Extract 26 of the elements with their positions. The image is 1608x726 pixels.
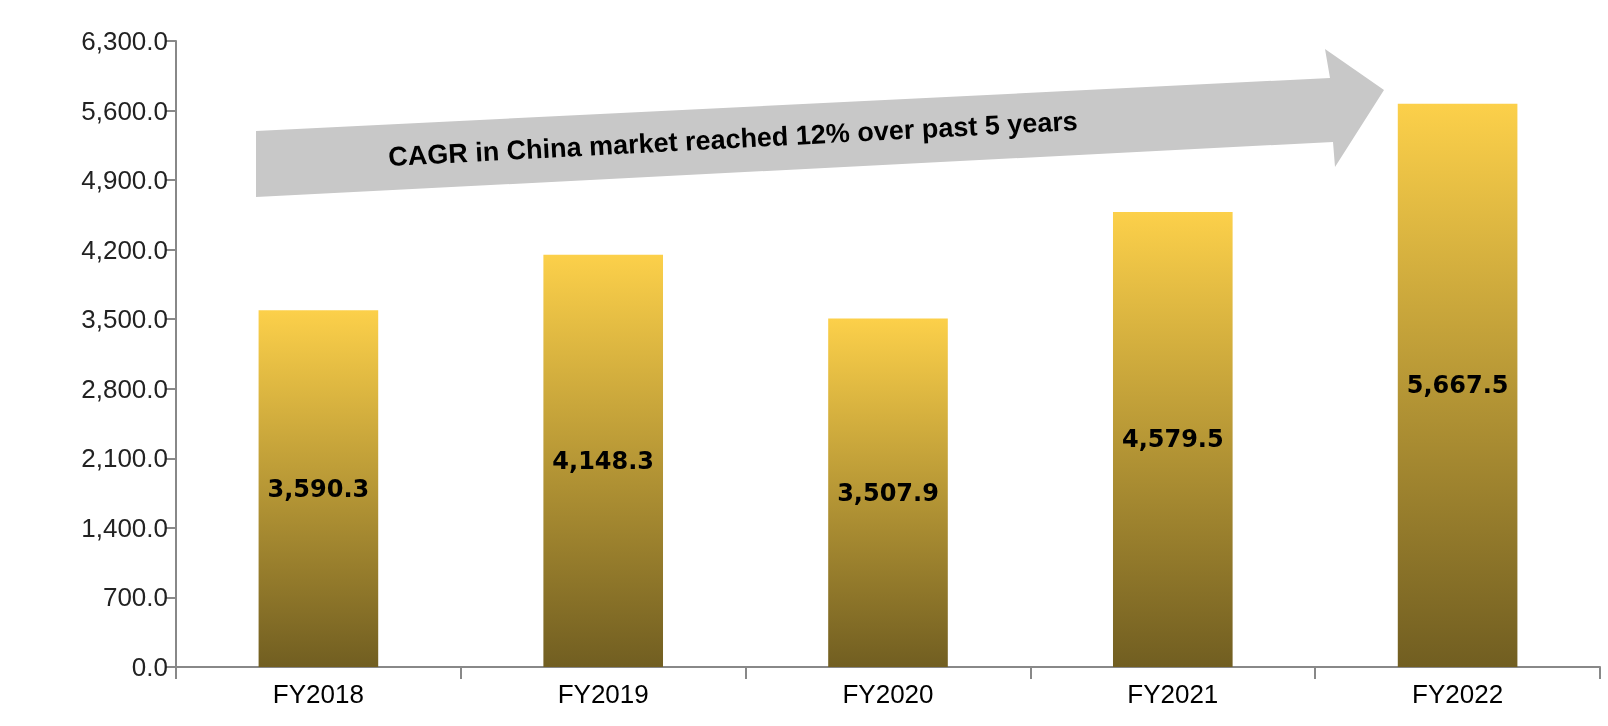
- y-tick-label: 6,300.0: [81, 26, 168, 56]
- x-tick-label: FY2022: [1412, 679, 1504, 709]
- y-tick-label: 4,200.0: [81, 234, 168, 265]
- x-tick-label: FY2019: [557, 679, 649, 709]
- y-tick-label: 700.0: [102, 582, 168, 613]
- data-label: 3,507.9: [837, 478, 939, 507]
- y-tick-label: 1,400.0: [81, 512, 168, 543]
- data-label: 3,590.3: [267, 474, 370, 503]
- y-tick-label: 5,600.0: [81, 95, 168, 126]
- bar: [1397, 103, 1518, 667]
- y-tick-label: 3,500.0: [81, 304, 168, 335]
- bar: [1112, 211, 1233, 667]
- y-tick-label: 2,100.0: [81, 443, 168, 474]
- x-tick-label: FY2021: [1127, 679, 1219, 709]
- data-label: 4,579.5: [1121, 425, 1224, 454]
- x-tick-label: FY2018: [272, 679, 364, 709]
- data-label: 5,667.5: [1406, 371, 1509, 400]
- bar: [543, 254, 664, 667]
- x-tick-label: FY2020: [842, 679, 934, 709]
- data-label: 4,148.3: [552, 446, 655, 475]
- y-tick-label: 2,800.0: [81, 373, 168, 404]
- annotation: CAGR in China market reached 12% over past 5 years: [387, 105, 1079, 174]
- y-tick-label: 4,900.0: [81, 165, 168, 196]
- bar: [258, 310, 379, 667]
- y-tick-label: 0.0: [131, 652, 168, 682]
- bar: [828, 318, 948, 667]
